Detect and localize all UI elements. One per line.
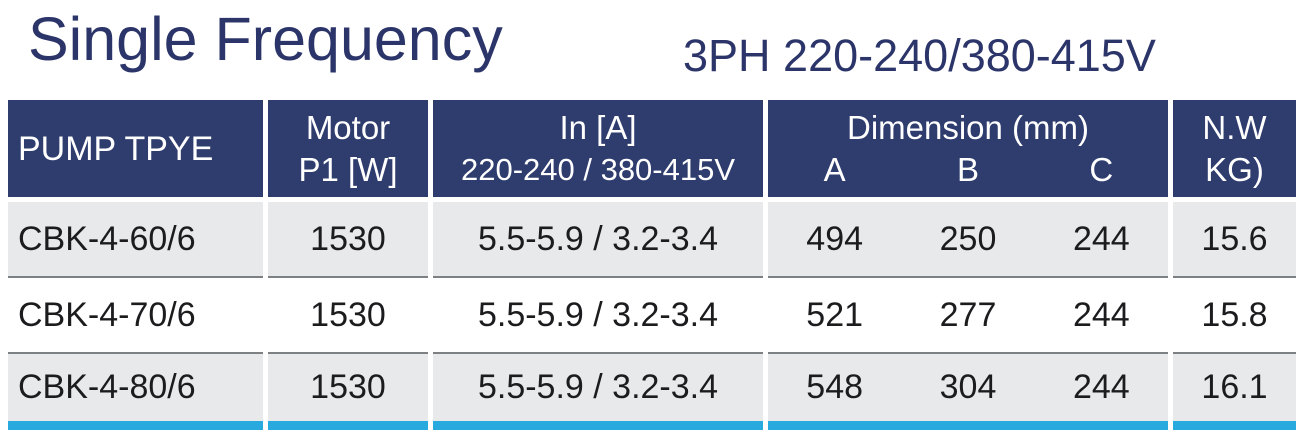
cell-motor-p1: 1530 xyxy=(268,202,428,278)
header-dimension-subcols: A B C xyxy=(768,149,1168,191)
header-in-line2: 220-240 / 380-415V xyxy=(460,151,736,187)
dimension-values: 494 250 244 xyxy=(768,220,1168,259)
header-nw-line1: N.W xyxy=(1202,108,1267,146)
cell-in-amps: 5.5-5.9 / 3.2-3.4 xyxy=(433,202,763,278)
voltage-subtitle: 3PH 220-240/380-415V xyxy=(683,30,1156,81)
pump-spec-table: PUMP TPYE Motor P1 [W] In [A] 220-240 / … xyxy=(8,100,1296,430)
cell-dim-c: 244 xyxy=(1072,295,1130,334)
cell-dim-b: 277 xyxy=(939,295,997,334)
cell-in-amps: 5.5-5.9 / 3.2-3.4 xyxy=(433,278,763,354)
header-motor-line2: P1 [W] xyxy=(298,150,398,188)
header-dimension: Dimension (mm) A B C xyxy=(768,100,1168,197)
page-title: Single Frequency xyxy=(28,5,503,73)
bottom-accent-bar-segment xyxy=(8,421,263,430)
bottom-accent-bar-segment xyxy=(768,421,1168,430)
header-in-line1: In [A] xyxy=(559,108,637,146)
cell-dimensions: 494 250 244 xyxy=(768,202,1168,278)
cell-pump-type: CBK-4-80/6 xyxy=(8,354,263,421)
header-net-weight: N.W KG) xyxy=(1173,100,1296,197)
cell-motor-p1: 1530 xyxy=(268,354,428,421)
cell-net-weight: 15.8 xyxy=(1173,278,1296,354)
cell-dim-a: 521 xyxy=(806,295,864,334)
header-dimension-label: Dimension (mm) xyxy=(846,108,1090,146)
cell-pump-type: CBK-4-60/6 xyxy=(8,202,263,278)
cell-in-amps: 5.5-5.9 / 3.2-3.4 xyxy=(433,354,763,421)
cell-dim-c: 244 xyxy=(1072,368,1130,406)
header-gap xyxy=(8,197,1296,202)
header-dim-c: C xyxy=(1089,150,1114,188)
cell-dim-c: 244 xyxy=(1072,219,1130,258)
dimension-values: 521 277 244 xyxy=(768,296,1168,335)
cell-net-weight: 15.6 xyxy=(1173,202,1296,278)
cell-pump-type: CBK-4-70/6 xyxy=(8,278,263,354)
bottom-accent-bar-segment xyxy=(268,421,428,430)
header-in-amps: In [A] 220-240 / 380-415V xyxy=(433,100,763,197)
header-dim-a: A xyxy=(823,150,846,188)
header-dim-b: B xyxy=(956,150,979,188)
cell-motor-p1: 1530 xyxy=(268,278,428,354)
header-motor-p1: Motor P1 [W] xyxy=(268,100,428,197)
cell-dimensions: 548 304 244 xyxy=(768,354,1168,421)
cell-dim-b: 304 xyxy=(939,368,997,406)
cell-dim-a: 494 xyxy=(806,219,864,258)
cell-net-weight: 16.1 xyxy=(1173,354,1296,421)
dimension-values: 548 304 244 xyxy=(768,368,1168,407)
header-motor-line1: Motor xyxy=(305,108,391,146)
bottom-accent-bar-segment xyxy=(1173,421,1296,430)
header-pump-type: PUMP TPYE xyxy=(8,100,263,197)
cell-dimensions: 521 277 244 xyxy=(768,278,1168,354)
header-nw-line2: KG) xyxy=(1205,150,1264,188)
bottom-accent-bar-segment xyxy=(433,421,763,430)
cell-dim-b: 250 xyxy=(939,219,997,258)
cell-dim-a: 548 xyxy=(806,368,864,406)
